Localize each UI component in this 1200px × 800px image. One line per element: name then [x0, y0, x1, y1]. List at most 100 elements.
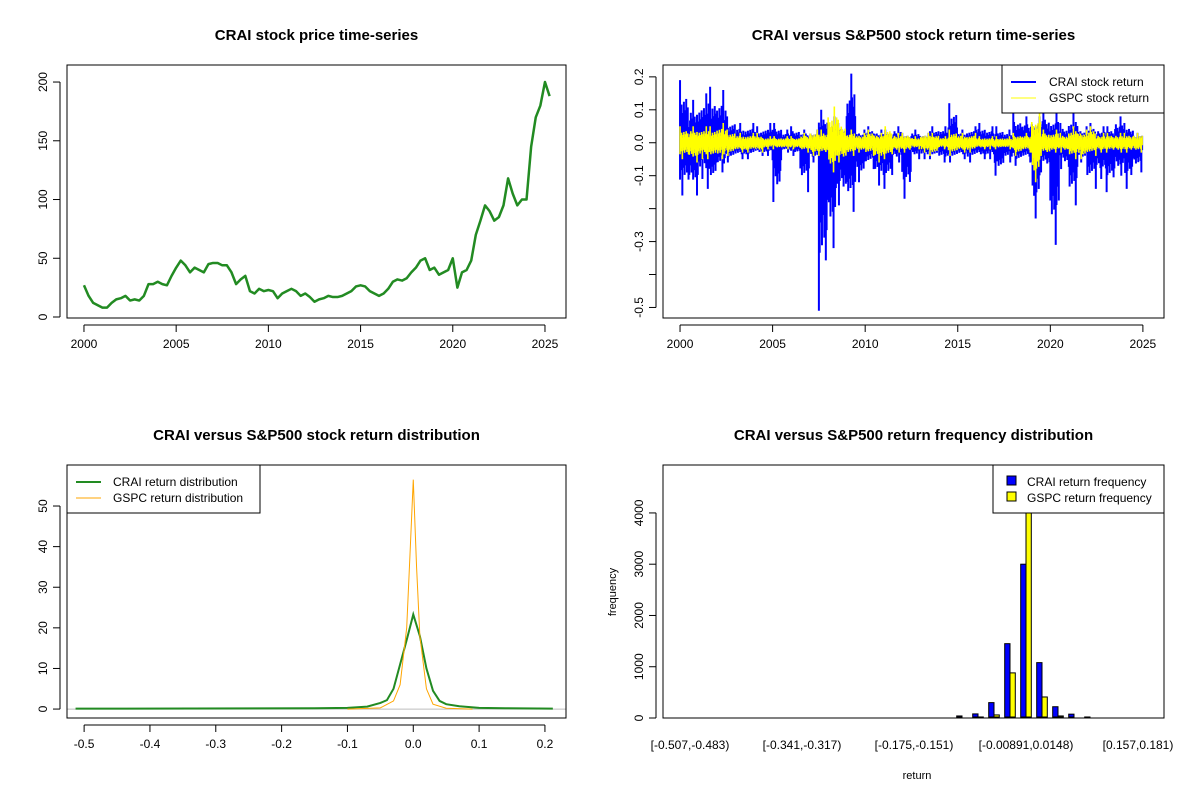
x-tick-label: 2015	[347, 337, 374, 351]
x-tick-label: -0.1	[337, 737, 358, 751]
crai-frequency-bar	[988, 702, 995, 718]
legend-label: GSPC return frequency	[1027, 491, 1152, 505]
y-tick-label: 50	[36, 251, 50, 265]
x-tick-label: 2025	[1130, 337, 1157, 351]
x-tick-label: 2005	[163, 337, 190, 351]
legend: CRAI return frequency GSPC return frequen…	[992, 464, 1165, 514]
y-tick-label: 50	[36, 499, 50, 513]
gspc-frequency-bar	[1041, 696, 1048, 718]
panel-3: CRAI versus S&P500 stock return distribu…	[36, 427, 567, 751]
crai-frequency-bar	[1036, 662, 1043, 718]
gspc-frequency-bar	[1057, 715, 1064, 718]
plot-area	[956, 474, 1091, 718]
x-tick-label: 2025	[532, 337, 559, 351]
x-category-label: [-0.507,-0.483)	[651, 738, 730, 752]
y-axis: 0 50 100 150 200	[36, 72, 61, 320]
x-tick-label: 0.0	[405, 737, 422, 751]
y-tick-label: 0	[632, 714, 646, 721]
panel-1: CRAI stock price time-series 0 50 100 150 200…	[36, 27, 567, 351]
legend-label: GSPC return distribution	[113, 491, 243, 505]
y-tick-label: -0.5	[632, 297, 646, 318]
panel-4: CRAI versus S&P500 return frequency dist…	[607, 427, 1173, 782]
crai-frequency-bar	[956, 715, 963, 718]
chart-title: CRAI versus S&P500 stock return time-ser…	[752, 27, 1075, 44]
y-tick-label: 1000	[632, 653, 646, 680]
crai-frequency-bar	[1020, 563, 1027, 718]
crai-frequency-bar	[972, 713, 979, 718]
plot-frame	[66, 464, 567, 719]
y-axis: 0.2 0.1 0.0 -0.1 -0.3 -0.5	[632, 68, 657, 318]
legend-label: CRAI stock return	[1049, 75, 1144, 89]
plot-frame	[66, 64, 567, 319]
plot-frame	[662, 64, 1165, 319]
gspc-density-line	[347, 479, 473, 710]
gspc-frequency-bar	[1009, 672, 1016, 718]
x-tick-label: 0.2	[537, 737, 554, 751]
x-tick-label: 2000	[667, 337, 694, 351]
x-tick-label: -0.5	[74, 737, 95, 751]
y-tick-label: 10	[36, 661, 50, 675]
x-axis: 2000 2005 2010 2015 2020 2025	[667, 324, 1157, 351]
y-tick-label: 0.2	[632, 68, 646, 85]
x-tick-label: -0.4	[140, 737, 161, 751]
x-axis: -0.5 -0.4 -0.3 -0.2 -0.1 0.0 0.1 0.2	[74, 724, 554, 751]
plot-area	[67, 479, 566, 710]
x-axis-title: return	[903, 770, 932, 782]
crai-frequency-bar	[1004, 643, 1011, 718]
y-tick-label: 4000	[632, 499, 646, 526]
y-tick-label: 3000	[632, 551, 646, 578]
legend-label: CRAI return frequency	[1027, 475, 1146, 489]
y-tick-label: 200	[36, 72, 50, 92]
chart-title: CRAI versus S&P500 stock return distribu…	[153, 427, 480, 444]
y-tick-label: 30	[36, 580, 50, 594]
y-tick-label: 20	[36, 621, 50, 635]
y-axis: 0 1000 2000 3000 4000	[632, 499, 657, 721]
x-category-label: [-0.175,-0.151)	[875, 738, 954, 752]
x-category-label: [-0.00891,0.0148)	[979, 738, 1074, 752]
y-tick-label: 150	[36, 130, 50, 150]
chart-title: CRAI versus S&P500 return frequency dist…	[734, 427, 1093, 444]
y-tick-label: 100	[36, 189, 50, 209]
gspc-frequency-bar	[993, 714, 1000, 718]
legend-crai-swatch	[1006, 475, 1017, 486]
legend-gspc-swatch	[1006, 491, 1017, 502]
crai-price-line	[82, 80, 551, 309]
legend-label: GSPC stock return	[1049, 91, 1149, 105]
legend: CRAI stock return GSPC stock return	[1001, 64, 1165, 114]
y-tick-label: 0.0	[632, 134, 646, 151]
x-category-label: [-0.341,-0.317)	[763, 738, 842, 752]
x-tick-label: 0.1	[471, 737, 488, 751]
legend-box	[66, 464, 261, 514]
x-tick-label: 2010	[852, 337, 879, 351]
panel-2: CRAI versus S&P500 stock return time-ser…	[632, 27, 1165, 351]
y-tick-label: 0	[36, 705, 50, 712]
legend-box	[992, 464, 1165, 514]
x-tick-label: -0.2	[271, 737, 292, 751]
x-tick-label: 2020	[1037, 337, 1064, 351]
x-tick-label: 2005	[759, 337, 786, 351]
y-axis: 0 10 20 30 40 50	[36, 499, 61, 712]
y-tick-label: 40	[36, 540, 50, 554]
x-tick-label: 2010	[255, 337, 282, 351]
crai-frequency-bar	[1052, 706, 1059, 718]
plot-area	[82, 80, 551, 309]
x-tick-label: 2000	[71, 337, 98, 351]
legend-box	[1001, 64, 1165, 114]
crai-frequency-bar	[1068, 713, 1075, 718]
x-category-label: [0.157,0.181)	[1103, 738, 1174, 752]
x-tick-label: 2020	[439, 337, 466, 351]
chart-title: CRAI stock price time-series	[215, 27, 418, 44]
y-tick-label: 2000	[632, 602, 646, 629]
crai-density-line	[75, 610, 553, 710]
y-tick-label: 0.1	[632, 101, 646, 118]
y-tick-label: -0.3	[632, 231, 646, 252]
plot-frame	[662, 464, 1165, 719]
legend-label: CRAI return distribution	[113, 475, 238, 489]
plot-area	[679, 73, 1144, 311]
legend: CRAI return distribution GSPC return dist…	[66, 464, 261, 514]
gspc-return-series	[679, 106, 1143, 183]
x-tick-label: 2015	[944, 337, 971, 351]
x-tick-label: -0.3	[205, 737, 226, 751]
x-axis: 2000 2005 2010 2015 2020 2025	[71, 324, 559, 351]
